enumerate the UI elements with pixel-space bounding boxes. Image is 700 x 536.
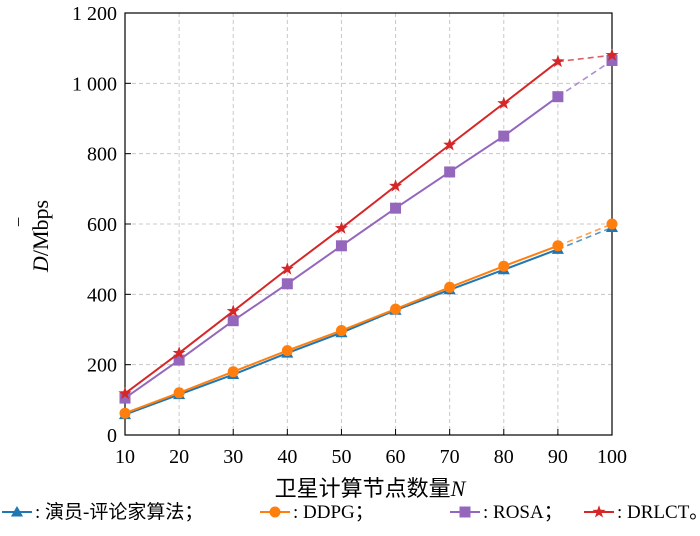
y-axis-ticks: 0 200 400 600 800 1 000 1 200 bbox=[72, 3, 131, 447]
x-tick-label: 100 bbox=[597, 446, 627, 468]
data-point bbox=[551, 54, 565, 68]
y-tick-label: 800 bbox=[87, 144, 117, 166]
data-point bbox=[173, 354, 185, 366]
data-point bbox=[335, 240, 347, 252]
data-point bbox=[227, 366, 239, 378]
data-point bbox=[444, 281, 456, 293]
series-group bbox=[118, 48, 619, 420]
legend-item-演员-评论家算法: : 演员-评论家算法； bbox=[2, 501, 203, 523]
data-point bbox=[227, 315, 239, 327]
data-point bbox=[497, 96, 511, 109]
data-point bbox=[335, 325, 347, 337]
data-point bbox=[444, 166, 456, 178]
data-point bbox=[606, 218, 618, 230]
x-tick-label: 20 bbox=[169, 446, 189, 468]
legend-item-rosa: : ROSA； bbox=[450, 502, 563, 523]
data-point bbox=[118, 386, 132, 400]
y-tick-label: 1 000 bbox=[72, 73, 117, 95]
legend-label: : DRLCT。 bbox=[617, 502, 700, 523]
x-tick-label: 30 bbox=[223, 446, 243, 468]
data-point bbox=[172, 346, 186, 359]
legend-label: : 演员-评论家算法； bbox=[35, 501, 203, 523]
data-point bbox=[389, 179, 403, 192]
y-tick-label: 400 bbox=[87, 284, 117, 306]
data-point bbox=[443, 138, 457, 151]
y-axis-label: D/Mbps bbox=[28, 200, 53, 273]
x-tick-label: 40 bbox=[277, 446, 297, 468]
x-axis-ticks: 10 20 30 40 50 60 70 80 90 100 bbox=[115, 429, 627, 468]
x-tick-label: 50 bbox=[331, 446, 351, 468]
data-point bbox=[606, 54, 618, 66]
data-point bbox=[552, 240, 564, 252]
data-point bbox=[552, 91, 564, 103]
y-tick-label: 200 bbox=[87, 355, 117, 377]
data-point bbox=[173, 387, 185, 399]
x-axis-label: 卫星计算节点数量N bbox=[275, 476, 467, 501]
series-line-dashed bbox=[557, 59, 613, 98]
data-point bbox=[498, 130, 510, 142]
x-tick-label: 70 bbox=[440, 446, 460, 468]
data-point bbox=[281, 278, 293, 290]
series-rosa bbox=[119, 54, 618, 404]
series-drlct bbox=[118, 48, 619, 400]
data-point bbox=[226, 304, 240, 317]
data-point bbox=[119, 392, 131, 404]
x-tick-label: 80 bbox=[494, 446, 514, 468]
grid-lines bbox=[125, 13, 612, 435]
legend-label: : DDPG； bbox=[293, 502, 374, 523]
legend-item-ddpg: : DDPG； bbox=[260, 502, 374, 523]
data-point bbox=[281, 345, 293, 357]
data-point bbox=[498, 260, 510, 272]
series-ddpg bbox=[119, 218, 618, 419]
x-tick-label: 10 bbox=[115, 446, 135, 468]
data-point bbox=[10, 505, 24, 517]
data-point bbox=[605, 48, 619, 61]
y-tick-label: 1 200 bbox=[72, 3, 117, 25]
x-axis-variable: N bbox=[450, 476, 467, 501]
x-tick-label: 90 bbox=[548, 446, 568, 468]
y-tick-label: 0 bbox=[107, 425, 117, 447]
y-axis-unit: /Mbps bbox=[28, 200, 53, 256]
data-point bbox=[592, 505, 606, 518]
data-point bbox=[334, 221, 348, 234]
legend: : 演员-评论家算法； : DDPG； : ROSA； : DRLCT。 bbox=[2, 501, 700, 523]
series-line-dashed bbox=[557, 226, 613, 251]
data-point bbox=[280, 262, 294, 275]
x-tick-label: 60 bbox=[386, 446, 406, 468]
y-axis-variable: D bbox=[28, 256, 53, 273]
data-point bbox=[390, 202, 402, 214]
y-axis-overbar: ‾ bbox=[16, 218, 41, 227]
series-line-dashed bbox=[557, 223, 613, 247]
data-point bbox=[459, 506, 471, 518]
y-tick-label: 600 bbox=[87, 214, 117, 236]
data-point bbox=[390, 303, 402, 315]
legend-item-drlct: : DRLCT。 bbox=[584, 502, 700, 523]
legend-label: : ROSA； bbox=[483, 502, 563, 523]
x-axis-title: 卫星计算节点数量 bbox=[275, 476, 451, 501]
series-line-dashed bbox=[557, 54, 613, 63]
data-point bbox=[269, 506, 281, 518]
data-point bbox=[119, 407, 131, 419]
